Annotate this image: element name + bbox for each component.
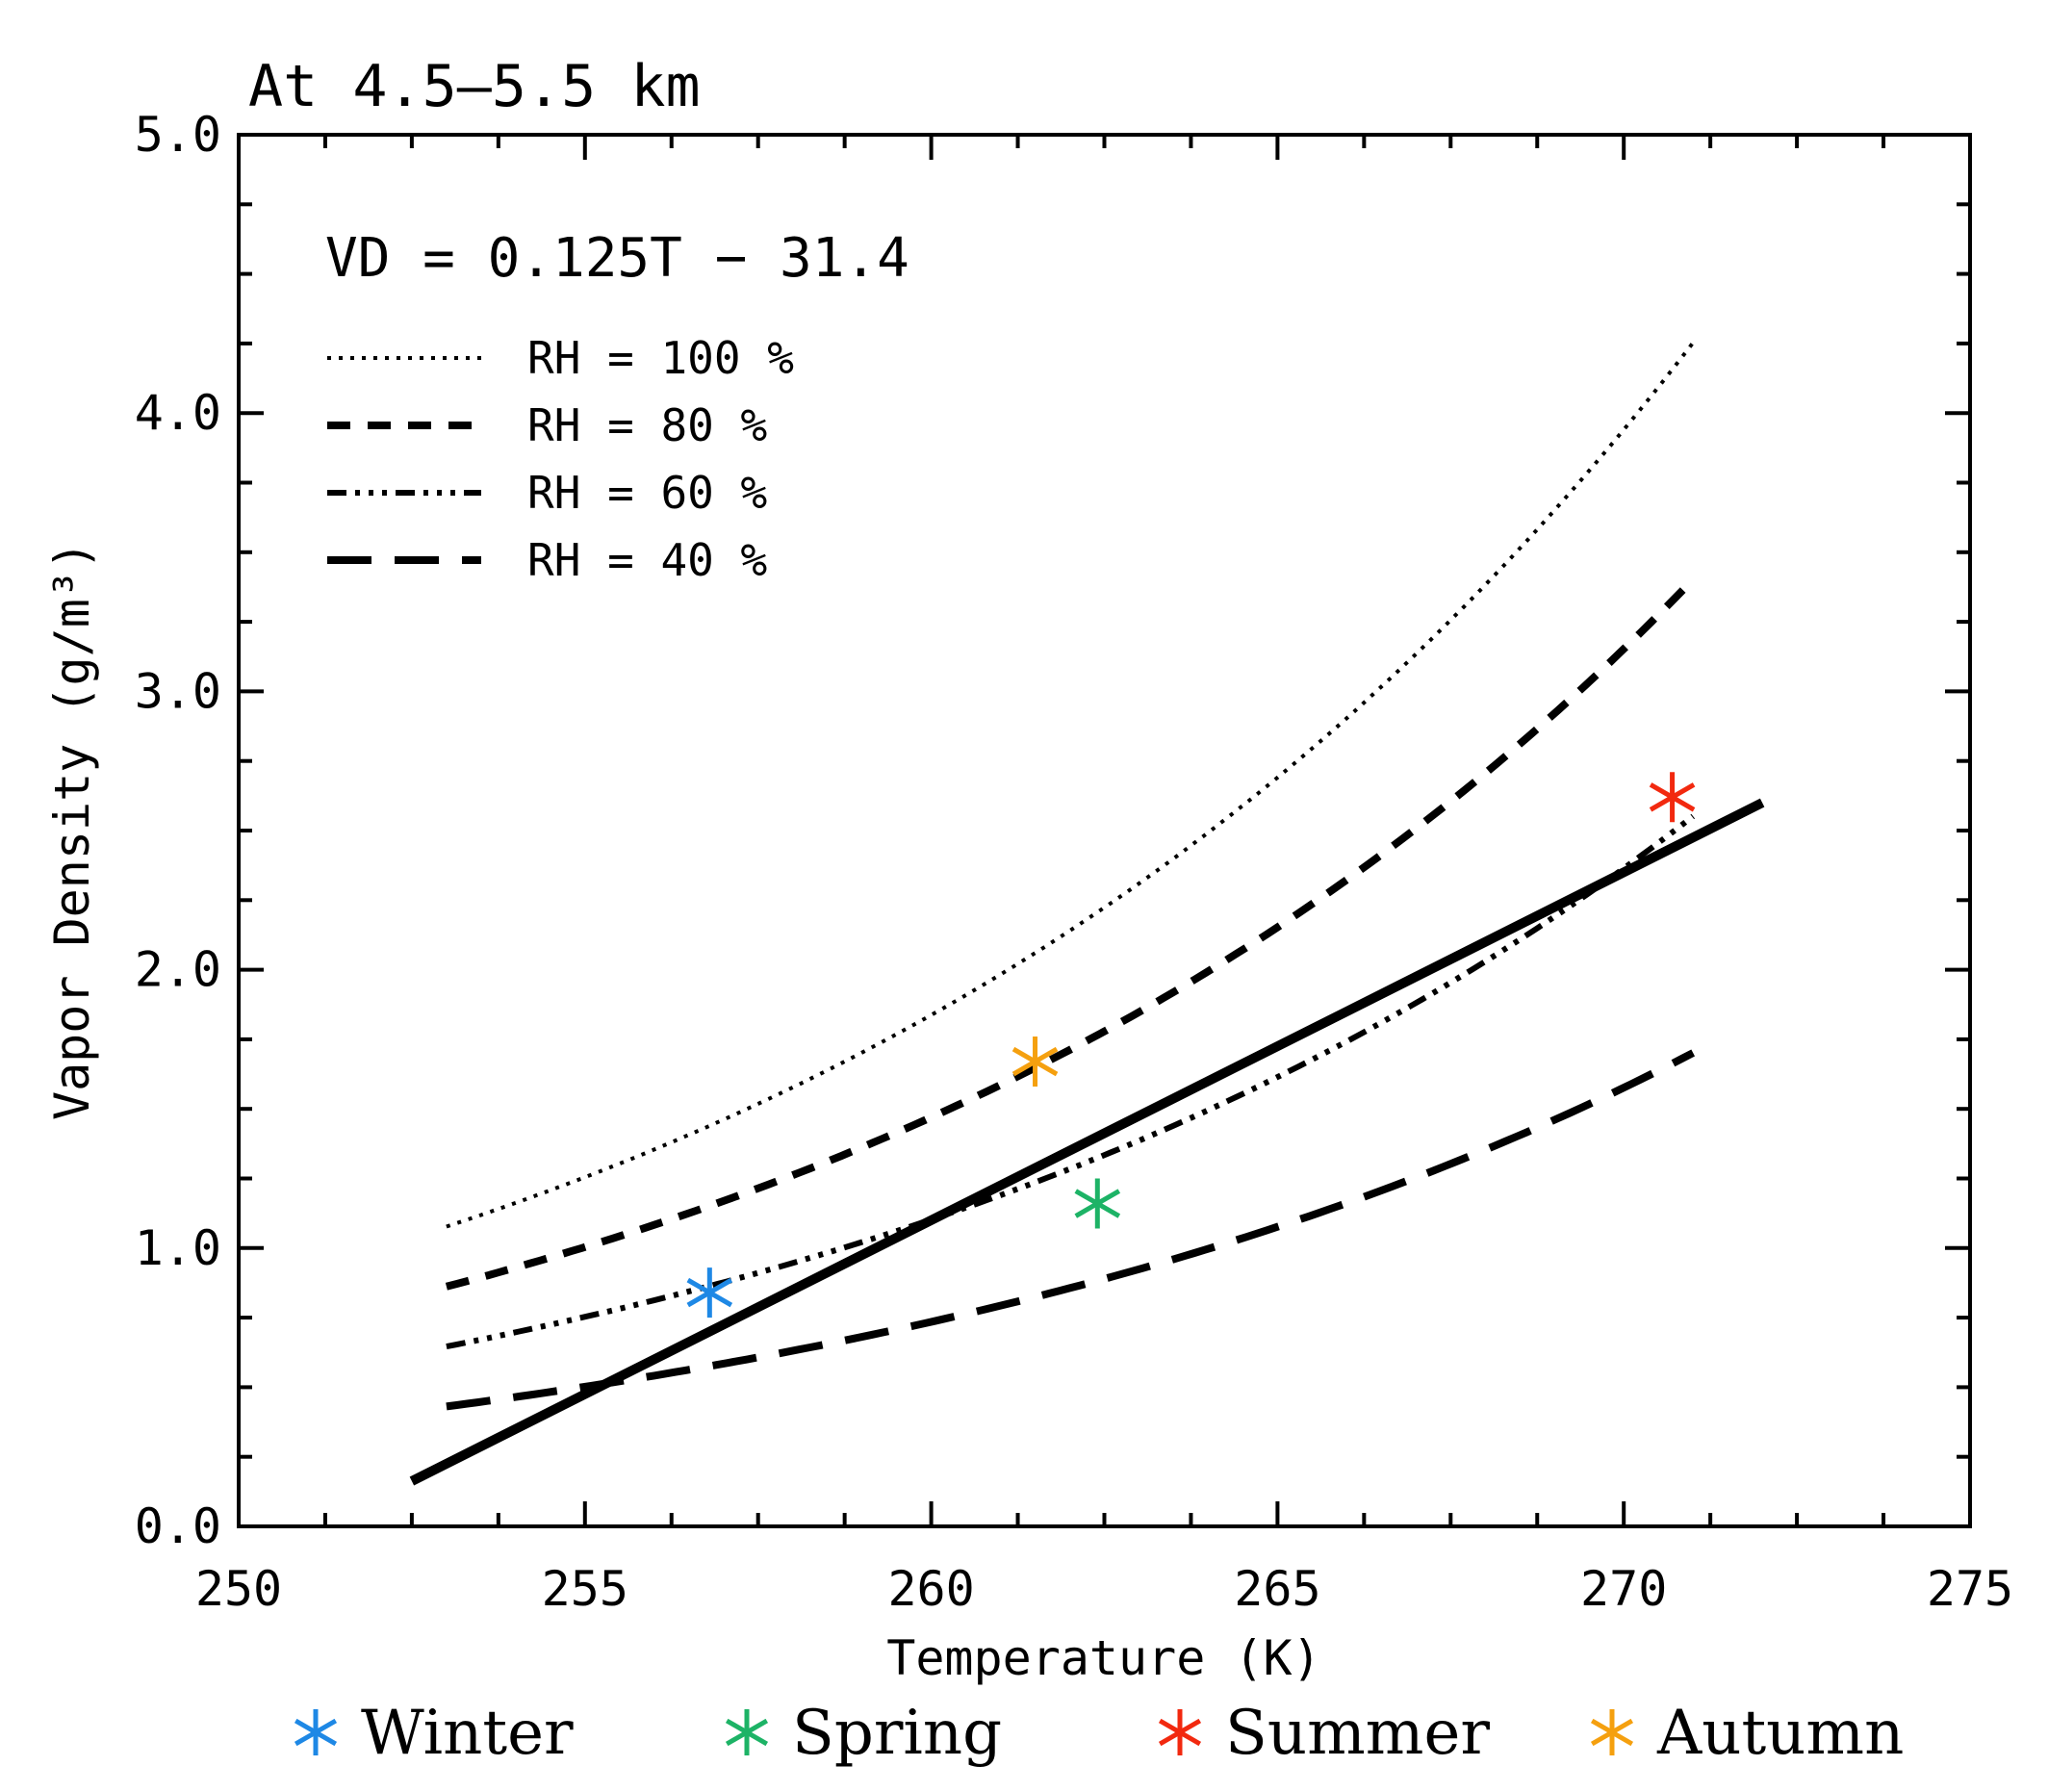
fit-equation: VD = 0.125T − 31.4 (325, 227, 909, 290)
legend-star-winter (294, 1709, 338, 1755)
y-axis-ticks (239, 133, 1970, 1528)
x-axis-ticks (237, 135, 1972, 1526)
rh-curve-80 (445, 576, 1697, 1291)
winter-star-icon (294, 1709, 338, 1755)
x-tick-label: 260 (887, 1561, 974, 1617)
season-marker-spring (1074, 1178, 1121, 1229)
season-marker-autumn-stroke (1011, 1046, 1059, 1077)
y-tick-label: 4.0 (135, 385, 221, 441)
legend-star-winter-stroke (294, 1718, 338, 1747)
legend-item-winter: Winter (294, 1698, 574, 1769)
fit-line-group (409, 798, 1765, 1486)
rh-curve-60 (446, 813, 1696, 1350)
x-axis-tick-labels: 250 255 260 265 270 275 (195, 1561, 2013, 1617)
legend-item-spring: Spring (725, 1698, 1002, 1769)
season-marker-spring-stroke (1074, 1189, 1121, 1218)
legend-item-summer: Summer (1158, 1698, 1490, 1769)
y-tick-label: 5.0 (135, 107, 221, 163)
y-tick-label: 2.0 (135, 942, 221, 998)
season-marker-autumn (1011, 1037, 1059, 1088)
legend-label-rh40: RH = 40 % (527, 534, 767, 586)
legend-label-winter: Winter (361, 1698, 574, 1769)
legend-label-rh100: RH = 100 % (527, 332, 794, 384)
y-tick-label: 0.0 (135, 1498, 221, 1554)
rh-curve-40 (446, 1049, 1696, 1411)
legend-star-autumn-stroke (1590, 1718, 1634, 1747)
legend-label-spring: Spring (792, 1698, 1002, 1769)
legend-item-autumn: Autumn (1590, 1698, 1904, 1769)
x-tick-label: 265 (1234, 1561, 1320, 1617)
legend-star-summer-stroke (1158, 1718, 1202, 1747)
season-markers (686, 772, 1696, 1318)
x-tick-label: 275 (1927, 1561, 2013, 1617)
legend-label-rh80: RH = 80 % (527, 399, 767, 451)
legend-star-spring (725, 1709, 769, 1755)
y-axis-tick-labels: 0.0 1.0 2.0 3.0 4.0 5.0 (135, 107, 221, 1554)
spring-star-icon (725, 1709, 769, 1755)
rh-curves (445, 341, 1697, 1411)
legend-label-rh60: RH = 60 % (527, 467, 767, 519)
fit-line (409, 798, 1765, 1486)
y-axis-label: Vapor Density (g/m³) (44, 541, 100, 1120)
season-marker-winter-stroke (686, 1277, 733, 1308)
x-axis-label: Temperature (K) (886, 1630, 1321, 1686)
legend-label-autumn: Autumn (1656, 1698, 1904, 1769)
summer-star-icon (1158, 1709, 1202, 1755)
season-legend: Winter Spring Summer Autumn (294, 1698, 1904, 1769)
autumn-star-icon (1590, 1709, 1634, 1755)
rh-legend: RH = 100 % RH = 80 % RH = 60 % RH = 40 % (327, 332, 794, 586)
x-tick-label: 270 (1580, 1561, 1667, 1617)
x-tick-label: 255 (542, 1561, 628, 1617)
y-tick-label: 1.0 (135, 1220, 221, 1276)
legend-star-autumn (1590, 1709, 1634, 1755)
legend-label-summer: Summer (1225, 1698, 1490, 1769)
season-marker-winter (686, 1267, 733, 1318)
season-marker-summer (1649, 772, 1696, 823)
chart-title: At 4.5–5.5 km (248, 53, 701, 120)
season-marker-summer-stroke (1649, 782, 1696, 812)
legend-star-spring-stroke (725, 1718, 769, 1747)
y-tick-label: 3.0 (135, 663, 221, 719)
x-tick-label: 250 (195, 1561, 282, 1617)
rh-curve-100 (446, 341, 1695, 1229)
legend-star-summer (1158, 1709, 1202, 1755)
